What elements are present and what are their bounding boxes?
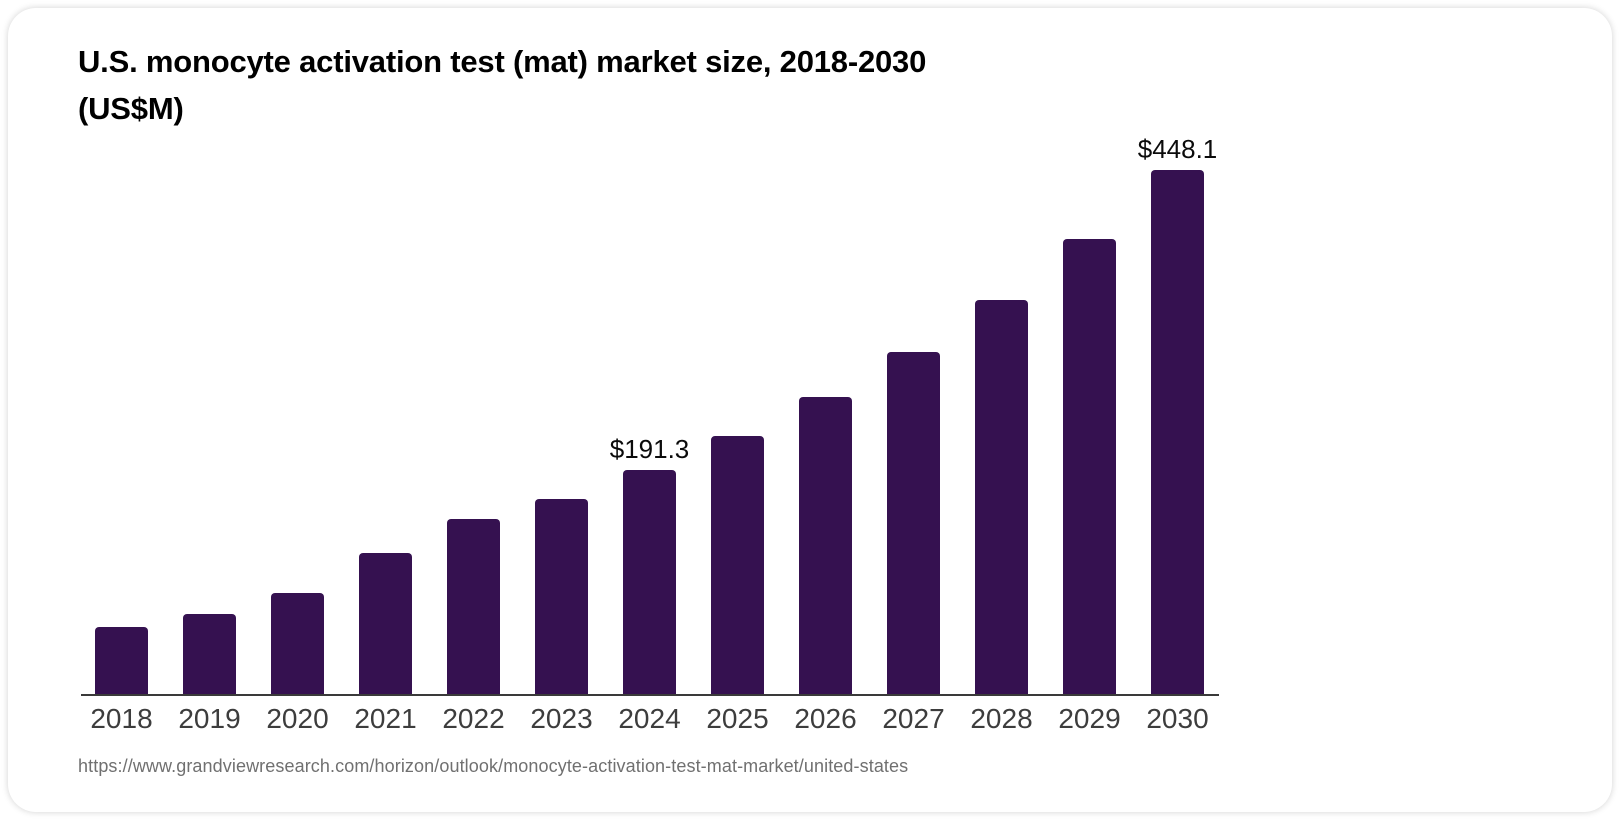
x-axis-label-2023: 2023 — [530, 703, 593, 734]
x-axis-label-2027: 2027 — [882, 703, 945, 734]
bar-value-label-2030: $448.1 — [1137, 134, 1218, 164]
bar-2029 — [1063, 239, 1116, 694]
source-url: https://www.grandviewresearch.com/horizo… — [78, 756, 909, 776]
x-axis-label-2021: 2021 — [354, 703, 417, 734]
x-axis-label-2028: 2028 — [970, 703, 1033, 734]
x-axis-label-2029: 2029 — [1058, 703, 1121, 734]
x-axis-label-2030: 2030 — [1146, 703, 1209, 734]
page-title-line2: (US$M) — [78, 91, 184, 126]
bar-2023 — [535, 498, 588, 694]
page-title-line1: U.S. monocyte activation test (mat) mark… — [78, 44, 927, 79]
bar-2028 — [975, 299, 1028, 694]
x-axis-label-2022: 2022 — [442, 703, 505, 734]
page-title: U.S. monocyte activation test (mat) mark… — [78, 38, 1278, 132]
chart-card: U.S. monocyte activation test (mat) mark… — [8, 8, 1612, 812]
x-axis-labels: 2018 2019 2020 2021 2022 2023 2024 2025 2026 2027… — [81, 703, 1219, 743]
bar-value-label-2024: $191.3 — [609, 434, 690, 465]
bar-2027 — [887, 351, 940, 694]
x-axis-label-2019: 2019 — [178, 703, 241, 734]
x-axis-label-2024: 2024 — [618, 703, 681, 734]
bar-2022 — [447, 519, 500, 694]
bar-2024 — [623, 470, 676, 694]
bar-2020 — [271, 593, 324, 694]
bar-chart-plot: $191.3 $448.1 — [81, 136, 1219, 696]
bar-2030 — [1151, 170, 1204, 694]
bar-2025 — [711, 436, 764, 694]
x-axis-label-2026: 2026 — [794, 703, 857, 734]
bar-2026 — [799, 396, 852, 694]
bar-2019 — [183, 613, 236, 694]
x-axis-label-2025: 2025 — [706, 703, 769, 734]
x-axis-label-2020: 2020 — [266, 703, 329, 734]
x-axis-label-2018: 2018 — [90, 703, 153, 734]
bar-2021 — [359, 553, 412, 694]
bar-2018 — [95, 627, 148, 694]
